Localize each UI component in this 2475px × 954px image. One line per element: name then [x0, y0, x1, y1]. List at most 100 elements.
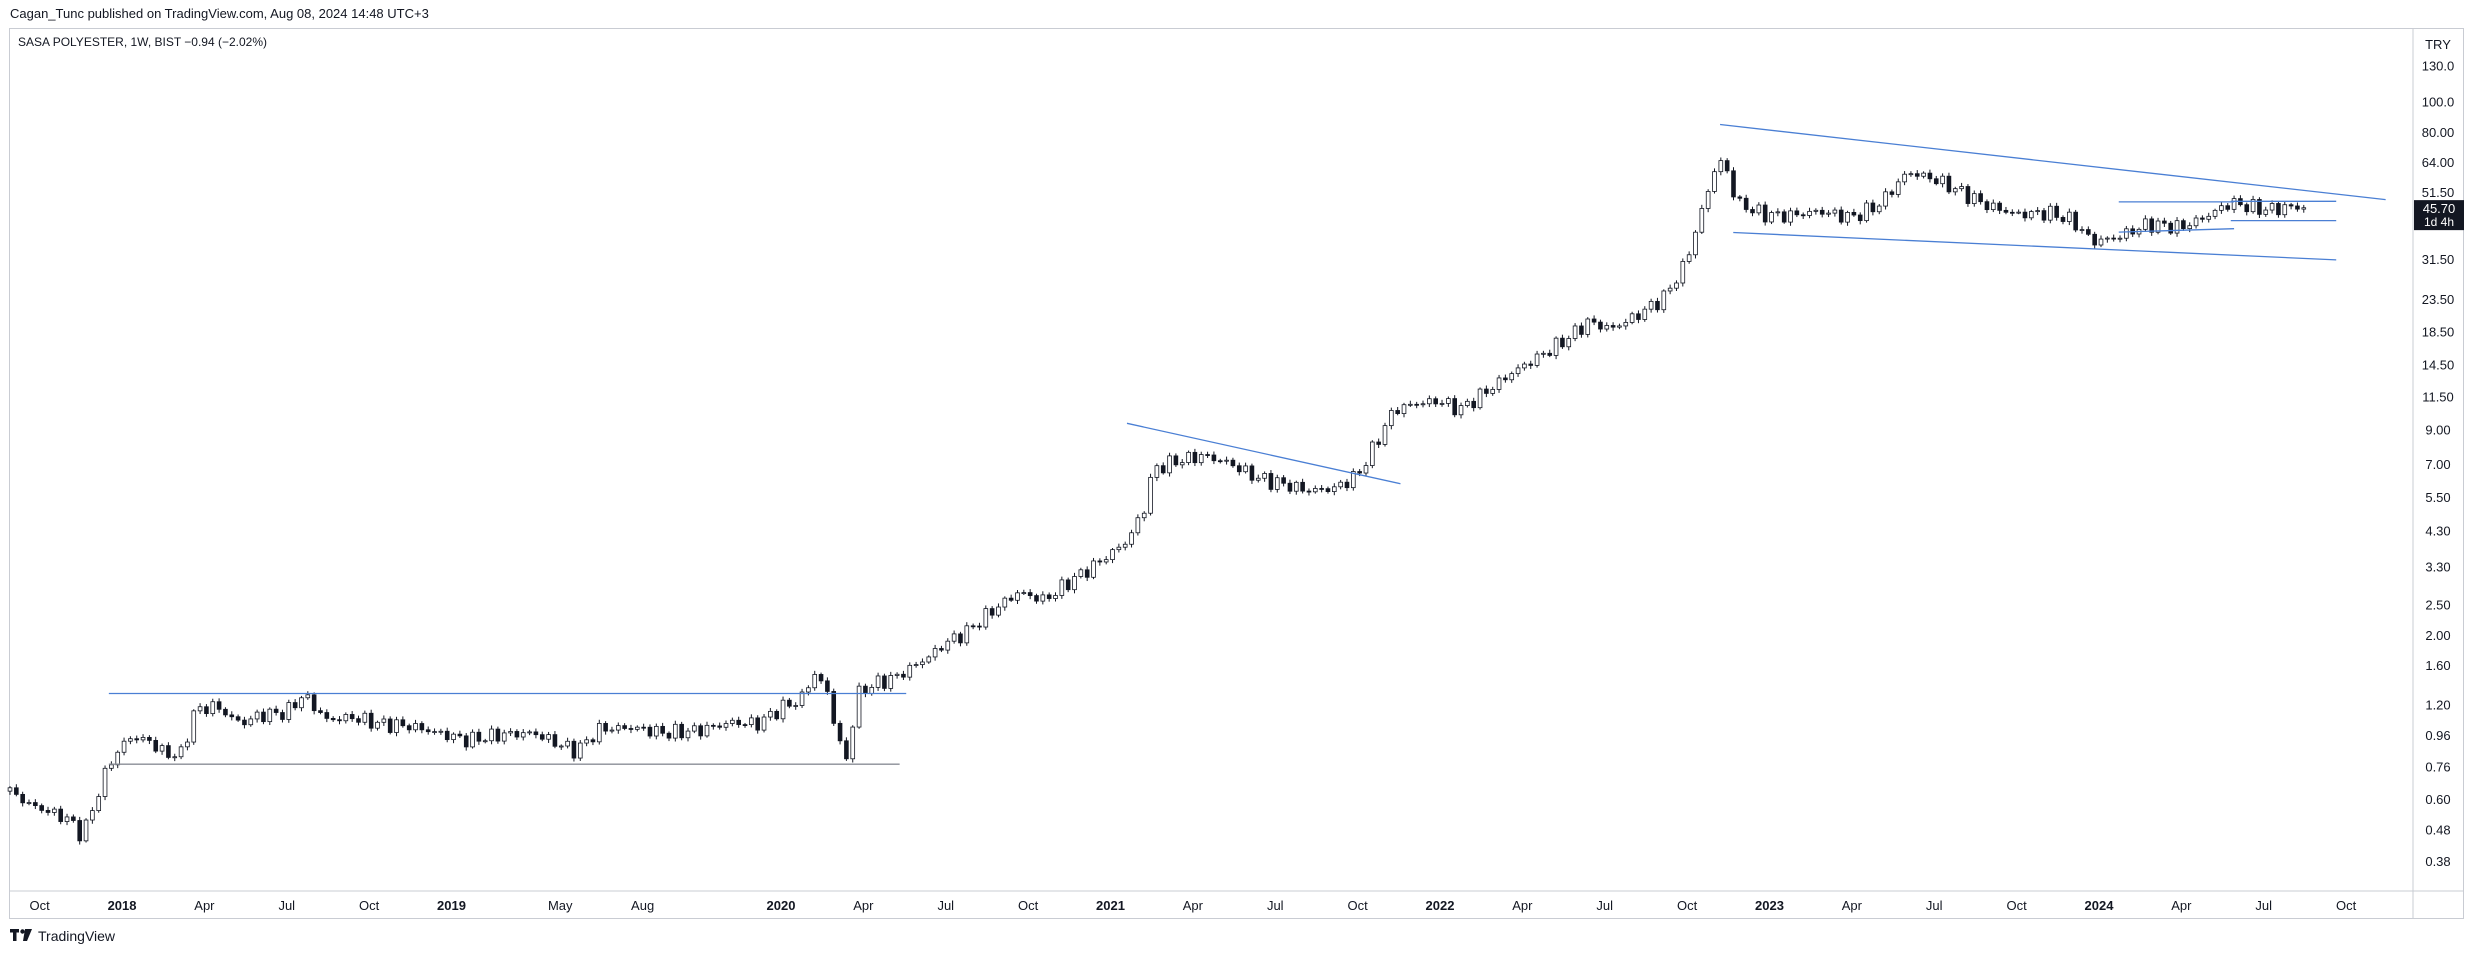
candle-body — [1769, 212, 1774, 223]
candle-body — [1351, 471, 1356, 489]
candle-body — [387, 718, 393, 733]
candle-body — [2003, 209, 2009, 213]
candle-body — [356, 718, 361, 723]
x-tick-label: Jul — [1267, 898, 1284, 913]
candle-body — [863, 685, 868, 694]
candle-body — [1129, 532, 1134, 545]
candle-body — [476, 731, 482, 742]
candle-body — [191, 710, 197, 743]
candle-body — [964, 625, 970, 644]
candle-body — [444, 730, 450, 741]
candle-body — [1826, 212, 1831, 215]
chart-frame — [9, 28, 2464, 919]
candle-body — [552, 734, 558, 747]
x-tick-label: Oct — [1677, 898, 1698, 913]
candle-body — [273, 708, 279, 713]
candle-body — [1040, 594, 1046, 602]
candle-body — [280, 712, 285, 720]
candle-body — [1465, 400, 1470, 406]
x-tick-label: 2022 — [1426, 898, 1455, 913]
candle-body — [1319, 488, 1324, 490]
tradingview-logo-icon — [10, 928, 32, 944]
candle-body — [1484, 388, 1489, 394]
candle-body — [1636, 313, 1641, 320]
candle-body — [1838, 209, 1844, 223]
candle-body — [1743, 197, 1749, 210]
candle-body — [2155, 220, 2161, 233]
candle-body — [96, 796, 102, 811]
candle-body — [1680, 261, 1686, 284]
candle-body — [584, 739, 589, 744]
trendline-range-bottom-2024 — [2118, 228, 2235, 233]
candle-body — [1585, 318, 1591, 335]
candle-body — [172, 756, 178, 759]
candle-body — [153, 740, 159, 752]
candle-body — [970, 625, 976, 628]
candle-body — [1952, 188, 1958, 193]
candle-body — [1712, 171, 1717, 192]
candle-body — [71, 816, 76, 821]
candle-body — [1414, 403, 1419, 406]
candle-body — [768, 710, 773, 718]
y-tick-label: 100.0 — [2422, 94, 2455, 109]
candle-body — [1198, 454, 1204, 464]
candle-body — [2193, 217, 2199, 227]
candle-body — [2054, 205, 2059, 218]
candle-body — [197, 706, 203, 712]
candle-body — [1211, 454, 1217, 462]
candle-body — [1610, 325, 1616, 328]
candle-body — [1762, 204, 1768, 223]
candle-body — [2276, 203, 2281, 216]
candle-body — [166, 745, 171, 758]
candle-body — [2016, 211, 2021, 214]
candle-body — [1122, 543, 1128, 548]
candle-body — [1141, 512, 1147, 519]
candle-body — [140, 737, 146, 741]
candle-body — [286, 702, 292, 720]
candle-body — [1655, 300, 1660, 311]
candle-body — [134, 738, 140, 741]
y-tick-label: 130.0 — [2422, 59, 2455, 74]
candle-body — [1756, 204, 1762, 214]
candle-body — [1528, 363, 1534, 366]
candle-body — [2143, 218, 2148, 230]
candle-body — [1230, 459, 1236, 467]
candle-body — [2111, 237, 2116, 240]
candle-body — [1338, 481, 1343, 488]
candle-body — [2022, 211, 2028, 219]
candle-body — [730, 719, 735, 724]
candle-body — [2225, 205, 2231, 210]
candle-body — [850, 726, 856, 760]
candle-body — [419, 723, 425, 731]
candle-body — [489, 728, 494, 742]
candle-body — [635, 726, 640, 730]
countdown-label: 1d 4h — [2424, 215, 2454, 229]
candle-body — [1446, 398, 1451, 404]
candle-body — [343, 714, 349, 722]
candle-body — [1579, 325, 1584, 335]
candle-body — [2048, 205, 2053, 221]
candle-body — [1971, 193, 1977, 204]
candle-body — [2098, 238, 2104, 246]
candle-body — [799, 691, 805, 706]
candle-body — [495, 728, 501, 742]
candle-body — [907, 664, 913, 678]
candle-body — [324, 712, 330, 719]
candle-body — [463, 735, 469, 748]
candle-body — [1002, 597, 1008, 608]
candle-body — [1420, 403, 1426, 406]
candle-body — [52, 808, 57, 813]
last-price-label: 45.70 — [2423, 201, 2456, 216]
candle-body — [1477, 388, 1483, 409]
candle-body — [628, 728, 634, 730]
symbol-legend[interactable]: SASA POLYESTER, 1W, BIST −0.94 (−2.02%) — [18, 35, 268, 49]
candle-body — [2263, 209, 2269, 215]
x-tick-label: Aug — [631, 898, 654, 913]
candle-body — [1053, 595, 1058, 599]
x-tick-label: Oct — [1348, 898, 1369, 913]
x-tick-label: Jul — [937, 898, 954, 913]
candle-body — [1965, 186, 1971, 204]
candle-body — [1255, 477, 1261, 481]
candle-body — [2301, 207, 2307, 210]
